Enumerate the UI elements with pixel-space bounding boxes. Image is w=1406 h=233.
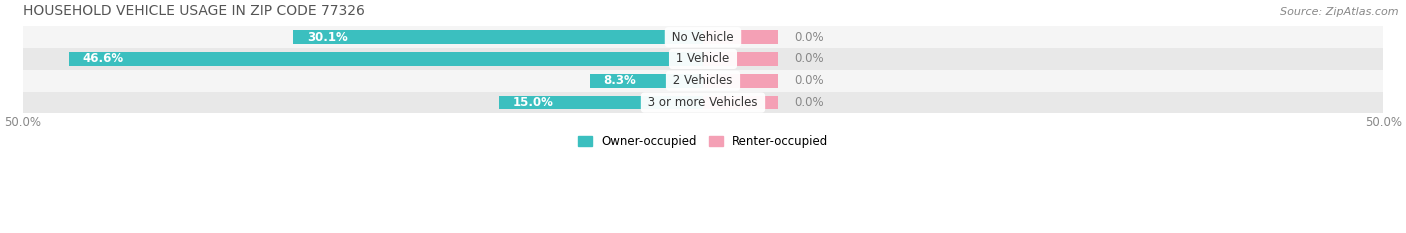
Legend: Owner-occupied, Renter-occupied: Owner-occupied, Renter-occupied: [572, 130, 834, 153]
Text: Source: ZipAtlas.com: Source: ZipAtlas.com: [1281, 7, 1399, 17]
Text: 3 or more Vehicles: 3 or more Vehicles: [644, 96, 762, 109]
Bar: [22, 70, 1384, 92]
Bar: [22, 92, 1384, 113]
Text: 0.0%: 0.0%: [794, 52, 824, 65]
Bar: [703, 31, 778, 44]
Bar: [591, 74, 703, 88]
Bar: [22, 26, 1384, 48]
Bar: [294, 31, 703, 44]
Bar: [22, 48, 1384, 70]
Bar: [69, 52, 703, 66]
Text: 46.6%: 46.6%: [83, 52, 124, 65]
Bar: [703, 96, 778, 109]
Bar: [703, 52, 778, 66]
Bar: [703, 74, 778, 88]
Text: HOUSEHOLD VEHICLE USAGE IN ZIP CODE 77326: HOUSEHOLD VEHICLE USAGE IN ZIP CODE 7732…: [22, 4, 364, 18]
Text: 15.0%: 15.0%: [513, 96, 554, 109]
Text: 0.0%: 0.0%: [794, 31, 824, 44]
Text: 0.0%: 0.0%: [794, 96, 824, 109]
Text: 2 Vehicles: 2 Vehicles: [669, 74, 737, 87]
Text: 30.1%: 30.1%: [307, 31, 347, 44]
Text: 8.3%: 8.3%: [603, 74, 637, 87]
Text: 1 Vehicle: 1 Vehicle: [672, 52, 734, 65]
Bar: [499, 96, 703, 109]
Text: No Vehicle: No Vehicle: [668, 31, 738, 44]
Text: 0.0%: 0.0%: [794, 74, 824, 87]
